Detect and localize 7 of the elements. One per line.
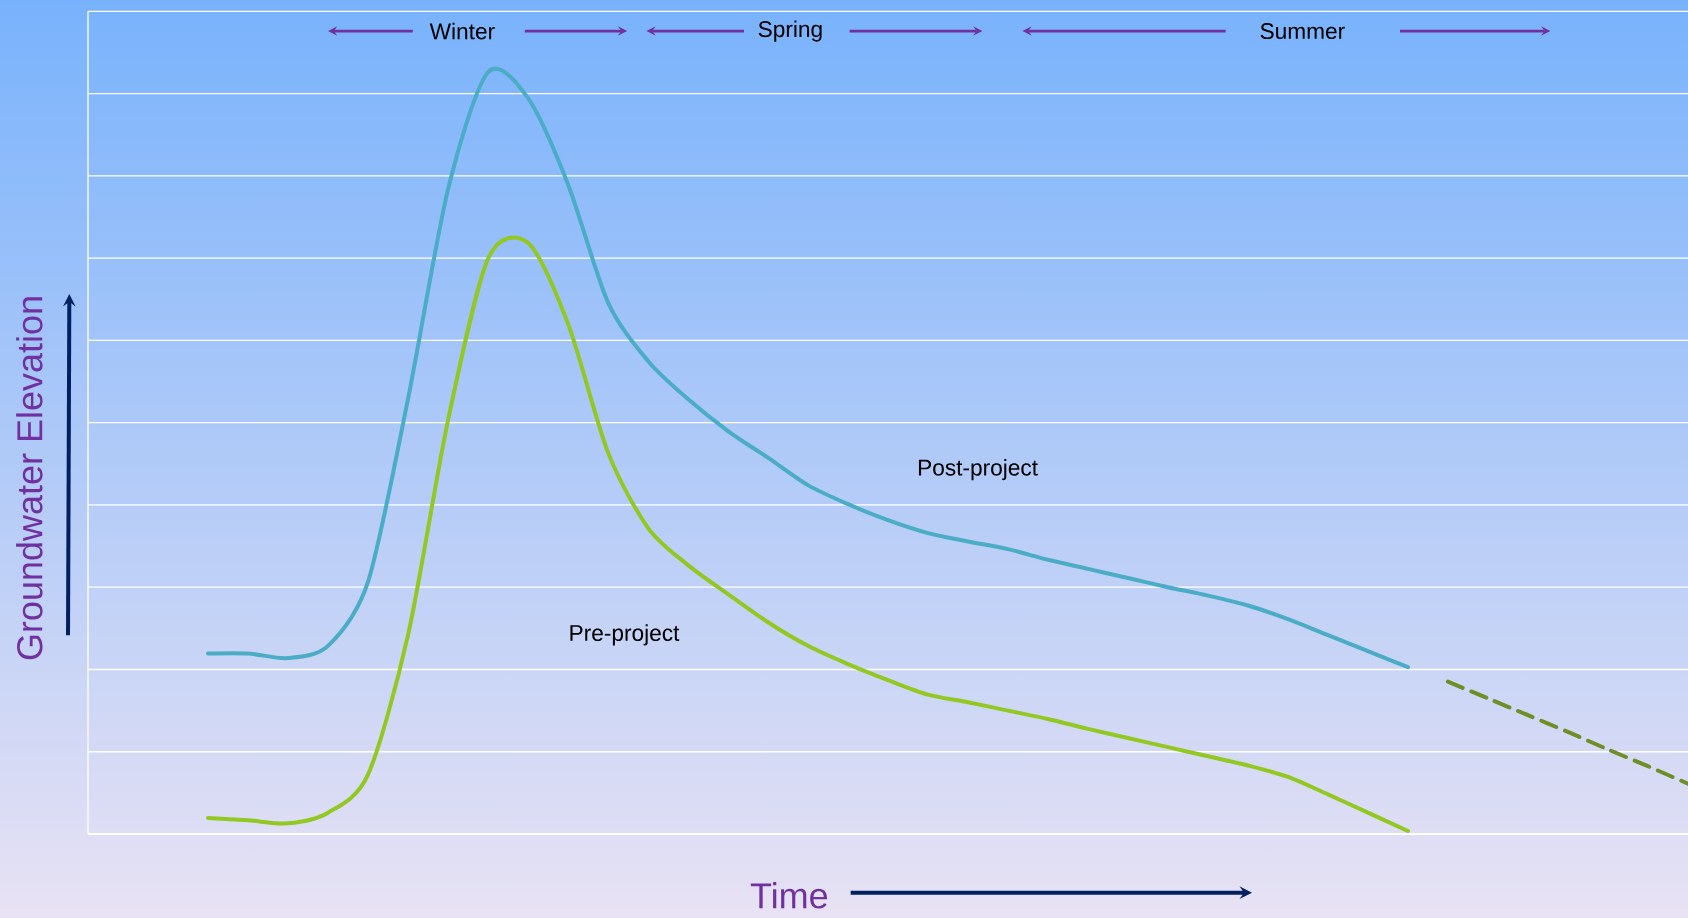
- text: Summer: [1260, 23, 1345, 40]
- text: Spring: [758, 20, 822, 42]
- text: Pre-project: [570, 624, 680, 646]
- x-axis-title: Time: [750, 882, 828, 909]
- y-axis-title: Groundwater Elevation: [16, 297, 43, 660]
- text: Winter: [429, 22, 495, 40]
- text: Post-project: [918, 459, 1038, 481]
